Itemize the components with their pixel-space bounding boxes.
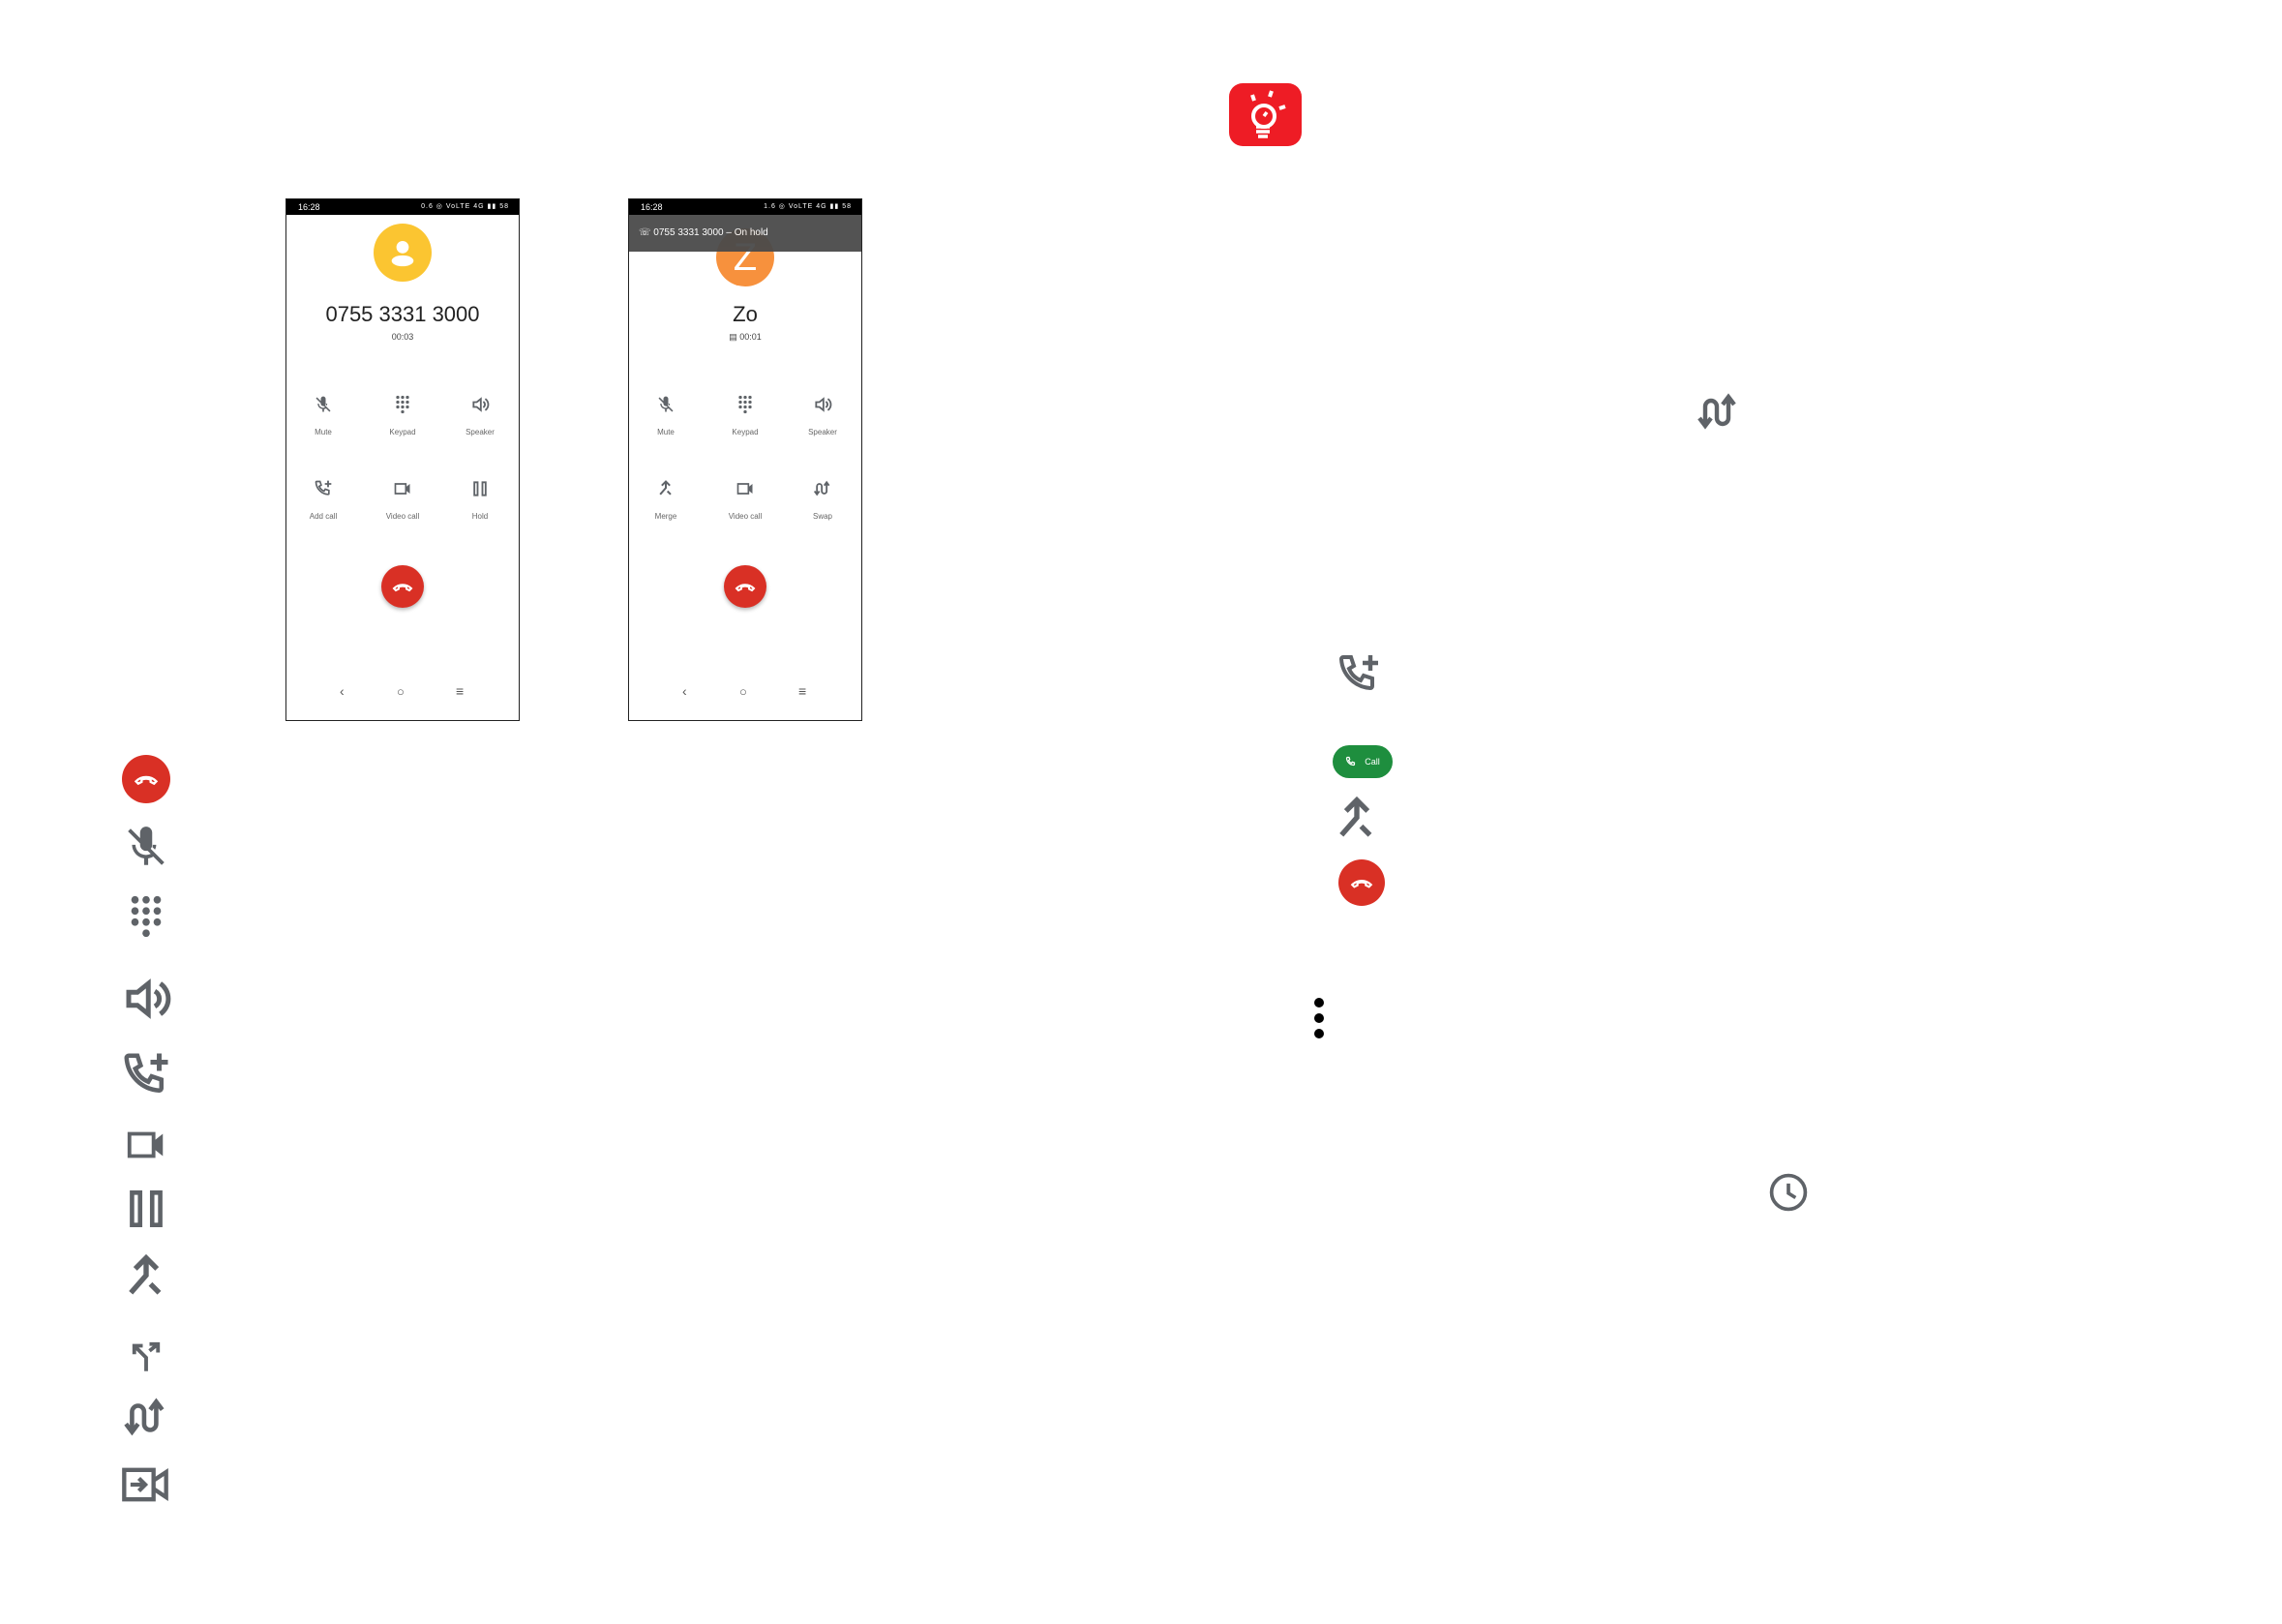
on-hold-text: 0755 3331 3000 – On hold (653, 227, 768, 238)
add-call-icon (314, 479, 333, 498)
tip-lightbulb-logo (1229, 83, 1302, 146)
hd-icon: ▤ (729, 332, 740, 342)
call-timer: 00:03 (391, 332, 414, 342)
video-transfer-icon (120, 1459, 170, 1510)
avatar (374, 224, 432, 282)
hold-label: Hold (471, 512, 489, 521)
end-call-icon (734, 575, 757, 598)
swap-icon (1696, 389, 1742, 436)
status-bar: 16:28 0.6 ◎ VoLTE 4G ▮▮ 58 (286, 199, 519, 215)
end-call-icon (391, 575, 414, 598)
mute-button[interactable]: Mute (629, 395, 705, 436)
video-call-button[interactable]: Video call (706, 479, 784, 521)
dialpad-icon (124, 892, 168, 941)
recents-icon[interactable]: ≡ (798, 683, 807, 699)
hold-call-icon: ☏ (639, 227, 654, 238)
mute-button[interactable]: Mute (286, 395, 362, 436)
call-timer: ▤ 00:01 (629, 332, 861, 343)
more-options-icon (1312, 998, 1326, 1038)
pause-icon (470, 479, 490, 498)
mic-off-icon (314, 395, 333, 414)
speaker-icon (470, 395, 490, 414)
merge-icon (1331, 794, 1383, 846)
phone-screen-active-call: 16:28 0.6 ◎ VoLTE 4G ▮▮ 58 0755 3331 300… (285, 198, 520, 721)
swap-icon (122, 1394, 170, 1442)
caller-name: Zo (733, 302, 758, 326)
mute-label: Mute (315, 428, 332, 436)
speaker-label: Speaker (808, 428, 837, 436)
videocam-icon (736, 479, 755, 498)
video-call-button[interactable]: Video call (364, 479, 441, 521)
speaker-button[interactable]: Speaker (784, 395, 861, 436)
phone-icon (1345, 756, 1357, 767)
speaker-icon (120, 973, 172, 1025)
speaker-button[interactable]: Speaker (441, 395, 519, 436)
person-icon (391, 240, 414, 267)
add-call-icon (120, 1049, 172, 1101)
mute-label: Mute (657, 428, 675, 436)
swap-button[interactable]: Swap (784, 479, 861, 521)
merge-icon (656, 479, 676, 498)
swap-label: Swap (812, 512, 832, 521)
back-icon[interactable]: ‹ (682, 683, 687, 699)
add-call-button[interactable]: Add call (286, 479, 362, 521)
add-call-label: Add call (309, 512, 338, 521)
end-call-button[interactable] (724, 565, 766, 608)
status-time: 16:28 (298, 202, 320, 212)
pause-icon (122, 1185, 170, 1233)
home-icon[interactable]: ○ (739, 684, 747, 699)
end-call-button[interactable] (381, 565, 424, 608)
keypad-button[interactable]: Keypad (364, 395, 441, 436)
call-timer-value: 00:01 (739, 332, 762, 342)
back-icon[interactable]: ‹ (340, 683, 345, 699)
dialpad-icon (393, 395, 412, 414)
merge-icon (120, 1251, 172, 1304)
call-button[interactable]: Call (1333, 745, 1393, 778)
lightbulb-icon (1250, 90, 1286, 138)
end-call-icon (122, 755, 170, 803)
end-call-icon (1338, 859, 1385, 906)
recents-icon[interactable]: ≡ (456, 683, 465, 699)
swap-icon (813, 479, 832, 498)
videocam-icon (124, 1123, 168, 1167)
video-call-label: Video call (728, 512, 763, 521)
mic-off-icon (122, 823, 170, 871)
dialpad-icon (736, 395, 755, 414)
status-time: 16:28 (641, 202, 663, 212)
keypad-label: Keypad (389, 428, 416, 436)
video-call-label: Video call (385, 512, 420, 521)
speaker-label: Speaker (465, 428, 495, 436)
caller-number: 0755 3331 3000 (325, 302, 480, 326)
hold-button[interactable]: Hold (441, 479, 519, 521)
phone-screen-call-on-hold: 16:28 1.6 ◎ VoLTE 4G ▮▮ 58 ☏ 0755 3331 3… (628, 198, 862, 721)
clock-icon (1769, 1173, 1808, 1212)
merge-button[interactable]: Merge (629, 479, 705, 521)
speaker-icon (813, 395, 832, 414)
keypad-button[interactable]: Keypad (706, 395, 784, 436)
merge-label: Merge (654, 512, 677, 521)
status-bar: 16:28 1.6 ◎ VoLTE 4G ▮▮ 58 (629, 199, 861, 215)
add-call-icon (1336, 651, 1382, 698)
status-icons: 0.6 ◎ VoLTE 4G ▮▮ 58 (421, 203, 509, 210)
mic-off-icon (656, 395, 676, 414)
status-icons: 1.6 ◎ VoLTE 4G ▮▮ 58 (764, 203, 852, 210)
home-icon[interactable]: ○ (397, 684, 405, 699)
videocam-icon (393, 479, 412, 498)
on-hold-banner[interactable]: ☏ 0755 3331 3000 – On hold (629, 215, 861, 252)
call-label: Call (1365, 757, 1380, 767)
split-icon (126, 1336, 166, 1376)
keypad-label: Keypad (732, 428, 759, 436)
